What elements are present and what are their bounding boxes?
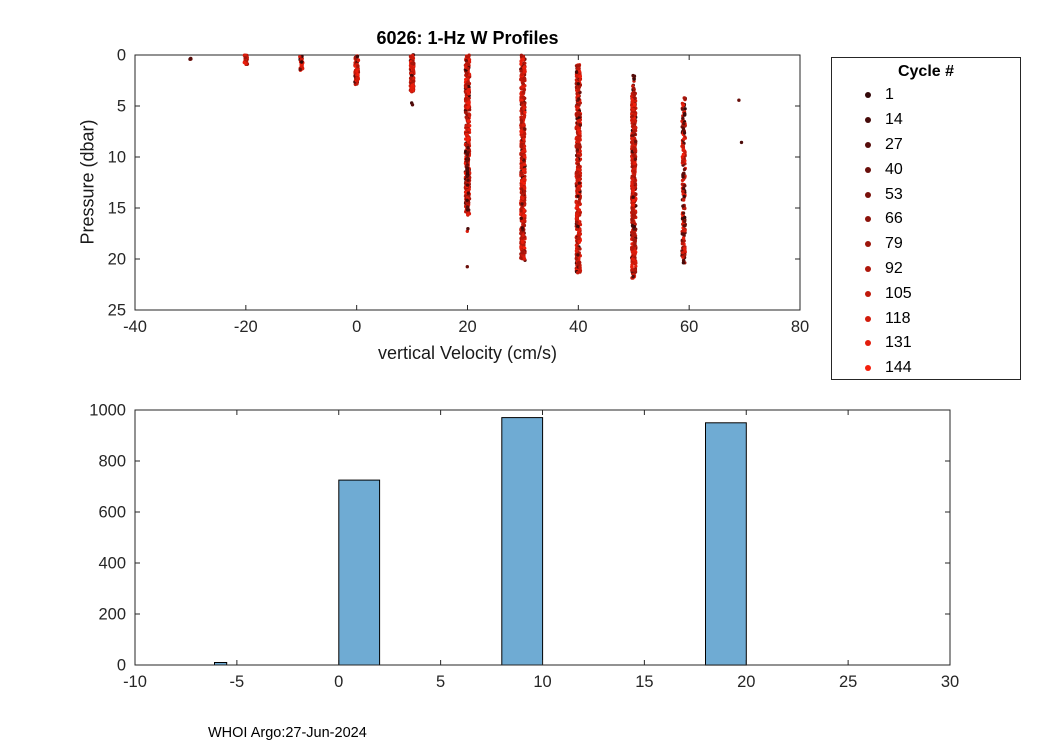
top-chart-xlabel: vertical Velocity (cm/s)	[377, 343, 558, 363]
legend-entry-label: 118	[885, 309, 911, 327]
y-tick-label: 0	[117, 47, 126, 65]
top-chart-ylabel: Pressure (dbar)	[77, 119, 98, 245]
x-tick-label: -5	[230, 673, 245, 691]
legend-entry-label: 92	[885, 259, 903, 277]
legend-marker-dot	[865, 315, 871, 322]
legend-entry-label: 14	[885, 111, 903, 129]
x-tick-label: -40	[123, 318, 147, 336]
legend-marker-dot	[865, 166, 871, 173]
legend-entry: 1	[832, 83, 1020, 108]
legend-title: Cycle #	[897, 63, 955, 80]
y-tick-label: 5	[117, 98, 126, 116]
y-tick-label: 600	[98, 504, 126, 522]
legend-entry-label: 1	[885, 86, 894, 104]
histogram-bar	[705, 422, 747, 666]
legend-entry: 144	[832, 356, 1020, 381]
x-tick-label: 20	[458, 318, 476, 336]
y-tick-label: 25	[108, 302, 126, 320]
axes-box	[134, 409, 951, 666]
legend-entry-label: 79	[885, 235, 903, 253]
legend-entry: 14	[832, 108, 1020, 133]
top-chart-title: 6026: 1-Hz W Profiles	[376, 28, 559, 48]
legend-entries: 1 14 27 40 53 66 79 92 105 118 131 144	[832, 83, 1020, 381]
x-tick-label: 25	[839, 673, 857, 691]
x-tick-label: 30	[941, 673, 959, 691]
histogram-bars	[214, 417, 747, 666]
histogram-bar	[501, 417, 544, 666]
x-tick-label: 10	[533, 673, 551, 691]
y-tick-label: 15	[108, 200, 126, 218]
legend-entry: 66	[832, 207, 1020, 232]
y-tick-label: 10	[108, 149, 126, 167]
footer-caption: WHOI Argo:27-Jun-2024	[208, 725, 367, 741]
legend-entry-label: 40	[885, 160, 903, 178]
y-tick-label: 400	[98, 555, 126, 573]
y-tick-label: 20	[108, 251, 126, 269]
x-tick-label: 5	[436, 673, 445, 691]
x-tick-label: -20	[234, 318, 258, 336]
legend-marker-dot	[865, 340, 871, 347]
x-tick-label: 40	[569, 318, 587, 336]
legend-entry: 118	[832, 306, 1020, 331]
legend-entry-label: 53	[885, 185, 903, 203]
x-tick-label: 60	[680, 318, 698, 336]
y-tick-label: 200	[98, 606, 126, 624]
histogram-bar	[338, 479, 381, 666]
legend-entry: 79	[832, 232, 1020, 257]
x-tick-label: 0	[334, 673, 343, 691]
legend-entry: 40	[832, 157, 1020, 182]
x-tick-label: 15	[635, 673, 653, 691]
scatter-points	[188, 53, 744, 280]
legend-marker-dot	[865, 290, 871, 297]
legend-entry: 27	[832, 133, 1020, 158]
legend-marker-dot	[865, 265, 871, 272]
legend-entry: 92	[832, 257, 1020, 282]
legend-marker-dot	[865, 241, 871, 248]
axes-frame: -40 -20 0 20 40 60 80 0 5 10 15 20 25	[108, 47, 810, 337]
x-tick-label: 20	[737, 673, 755, 691]
legend-entry: 131	[832, 331, 1020, 356]
axes-frame: -10 -5 0 5 10 15 20 25 30 0 200 400 600 800 1000	[89, 402, 959, 692]
legend-entry-label: 27	[885, 135, 903, 153]
legend-entry: 105	[832, 281, 1020, 306]
legend-marker-dot	[865, 365, 871, 372]
x-tick-label: 80	[791, 318, 809, 336]
legend-box: Cycle # 1 14 27 40 53 66 79 92 105 118 131 144	[831, 57, 1021, 380]
legend-entry-label: 131	[885, 334, 912, 352]
x-tick-label: 0	[352, 318, 361, 336]
legend-entry-label: 144	[885, 359, 912, 377]
legend-marker-dot	[865, 191, 871, 198]
legend-entry: 53	[832, 182, 1020, 207]
y-tick-label: 800	[98, 453, 126, 471]
y-tick-label: 1000	[89, 402, 126, 420]
legend-entry-label: 66	[885, 210, 903, 228]
x-tick-label: -10	[123, 673, 147, 691]
legend-marker-dot	[865, 141, 871, 148]
y-tick-label: 0	[117, 657, 126, 675]
legend-marker-dot	[865, 117, 871, 124]
legend-entry-label: 105	[885, 284, 912, 302]
legend-marker-dot	[865, 216, 871, 223]
legend-marker-dot	[865, 92, 871, 99]
